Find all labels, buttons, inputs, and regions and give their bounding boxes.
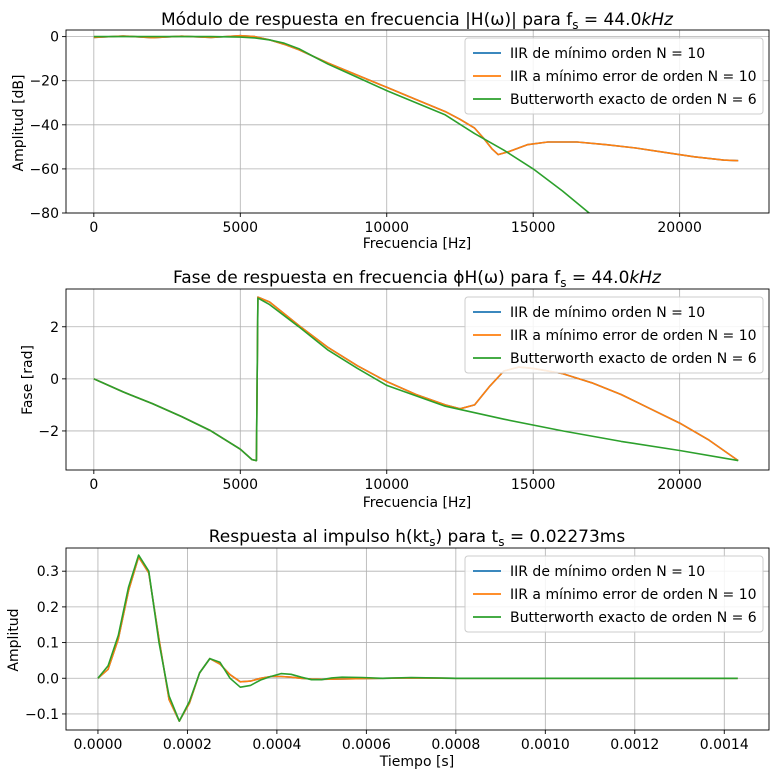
magnitude-legend: IIR de mínimo orden N = 10 IIR a mínimo e…	[464, 37, 764, 115]
magnitude-xtick-label-0: 0	[89, 220, 98, 236]
magnitude-xtick-label-4: 20000	[657, 220, 702, 236]
magnitude-ytick-label-4: −80	[29, 206, 59, 222]
magnitude-series-line-1	[93, 34, 739, 162]
impulse-xtick-label-4: 0.0008	[431, 737, 480, 753]
phase-legend-box	[464, 296, 764, 374]
magnitude-legend-entry-0: IIR de mínimo orden N = 10	[510, 46, 705, 62]
phase-legend-entry-0: IIR de mínimo orden N = 10	[510, 305, 705, 321]
magnitude-ytick-label-1: −20	[29, 74, 59, 90]
impulse-xtick-label-7: 0.0014	[700, 737, 749, 753]
impulse-legend: IIR de mínimo orden N = 10 IIR a mínimo e…	[464, 555, 764, 633]
impulse-ytick-label-2: 0.1	[37, 636, 59, 652]
phase-xtick-label-2: 10000	[364, 477, 409, 493]
phase-ylabel: Fase [rad]	[20, 345, 36, 415]
phase-series-line-2	[93, 297, 739, 462]
magnitude-ytick-label-2: −40	[29, 118, 59, 134]
magnitude-ytick-label-0: 0	[50, 30, 59, 46]
phase-ytick-label-2: −2	[38, 424, 59, 440]
phase-ytick-label-0: 2	[50, 320, 59, 336]
phase-xtick-label-4: 20000	[657, 477, 702, 493]
impulse-series-line-2	[97, 554, 738, 722]
phase-ytick-label-1: 0	[50, 372, 59, 388]
impulse-title: Respuesta al impulso h(kts) para ts = 0.…	[209, 527, 626, 549]
phase-panel: Fase de respuesta en frecuencia ϕH(ω) pa…	[20, 268, 770, 511]
magnitude-legend-entry-2: Butterworth exacto de orden N = 6	[510, 92, 757, 108]
impulse-xtick-label-6: 0.0012	[610, 737, 659, 753]
impulse-panel: Respuesta al impulso h(kts) para ts = 0.…	[6, 527, 770, 770]
impulse-xlabel: Tiempo [s]	[379, 754, 454, 770]
impulse-xtick-label-3: 0.0006	[342, 737, 391, 753]
magnitude-ytick-label-3: −60	[29, 162, 59, 178]
magnitude-axes-frame	[65, 29, 770, 214]
phase-legend: IIR de mínimo orden N = 10 IIR a mínimo e…	[464, 296, 764, 374]
phase-axes-frame	[65, 288, 770, 471]
impulse-legend-entry-2: Butterworth exacto de orden N = 6	[510, 610, 757, 626]
impulse-ytick-label-4: −0.1	[25, 707, 59, 723]
phase-legend-entry-2: Butterworth exacto de orden N = 6	[510, 351, 757, 367]
magnitude-xlabel: Frecuencia [Hz]	[363, 236, 472, 252]
impulse-ylabel: Amplitud	[6, 608, 22, 671]
magnitude-legend-entry-1: IIR a mínimo error de orden N = 10	[510, 69, 757, 85]
magnitude-panel: Módulo de respuesta en frecuencia |H(ω)|…	[11, 10, 770, 252]
impulse-ytick-label-1: 0.2	[37, 600, 59, 616]
impulse-xtick-label-0: 0.0000	[73, 737, 122, 753]
impulse-legend-entry-1: IIR a mínimo error de orden N = 10	[510, 587, 757, 603]
magnitude-xtick-label-1: 5000	[222, 220, 258, 236]
magnitude-xtick-label-2: 10000	[364, 220, 409, 236]
phase-title: Fase de respuesta en frecuencia ϕH(ω) pa…	[173, 268, 662, 290]
magnitude-ylabel: Amplitud [dB]	[11, 75, 27, 172]
phase-xtick-label-3: 15000	[511, 477, 556, 493]
phase-legend-entry-1: IIR a mínimo error de orden N = 10	[510, 328, 757, 344]
impulse-ytick-label-3: 0.0	[37, 671, 59, 687]
impulse-ytick-label-0: 0.3	[37, 564, 59, 580]
impulse-xtick-label-2: 0.0004	[252, 737, 301, 753]
impulse-xtick-label-1: 0.0002	[163, 737, 212, 753]
phase-xlabel: Frecuencia [Hz]	[363, 495, 472, 511]
impulse-axes-frame	[65, 547, 770, 731]
phase-xtick-label-0: 0	[89, 477, 98, 493]
phase-xtick-label-1: 5000	[222, 477, 258, 493]
impulse-xtick-label-5: 0.0010	[521, 737, 570, 753]
magnitude-legend-box	[464, 37, 764, 115]
magnitude-xtick-label-3: 15000	[511, 220, 556, 236]
impulse-legend-box	[464, 555, 764, 633]
magnitude-title: Módulo de respuesta en frecuencia |H(ω)|…	[161, 10, 674, 32]
impulse-legend-entry-0: IIR de mínimo orden N = 10	[510, 564, 705, 580]
magnitude-series-line-2	[93, 35, 591, 213]
